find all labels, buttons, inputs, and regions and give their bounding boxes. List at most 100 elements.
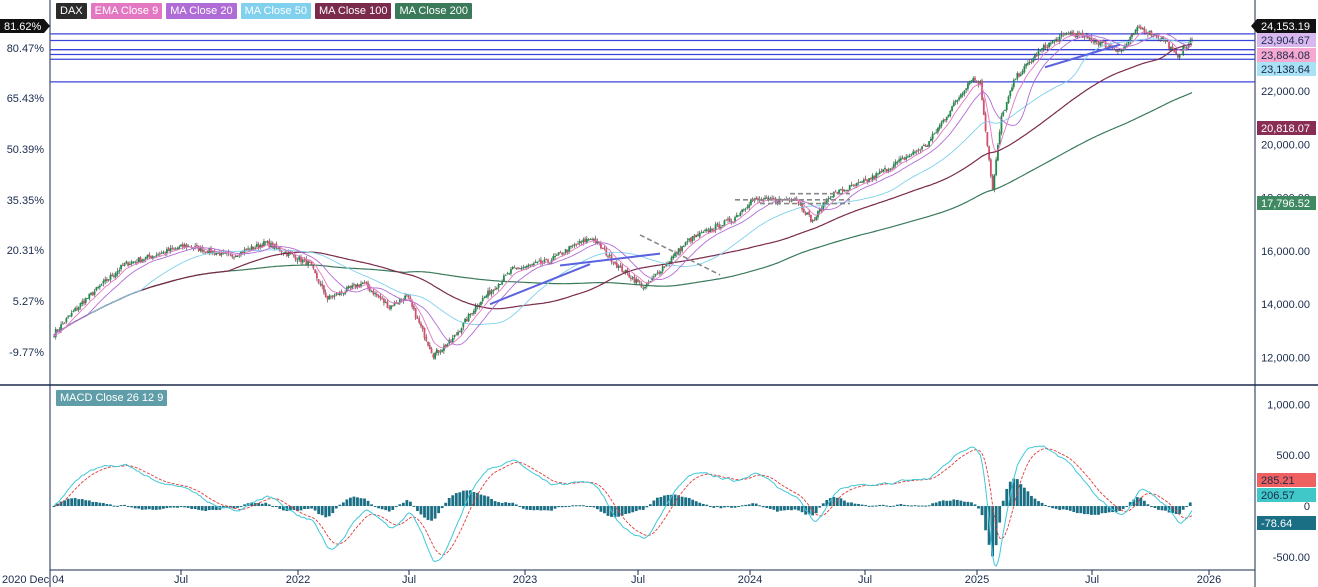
legend-ma200[interactable]: MA Close 200 [395,3,472,19]
candle-body [495,288,498,290]
candle-body [517,267,519,269]
candle-body [806,212,809,215]
macd-histogram-bar [1033,498,1037,507]
candle-body [995,159,998,176]
candle-body [571,245,574,247]
price-tag: 23,904.67 [1257,33,1316,47]
candle-body [285,252,288,256]
candle-body [1000,115,1003,134]
candle-body [734,217,736,222]
candle-body [1094,40,1096,43]
macd-histogram-bar [472,492,476,507]
macd-histogram-bar [920,505,924,507]
time-tick-label: Jul [174,574,188,586]
candle-body [839,189,842,191]
candle-body [905,156,908,160]
macd-tick-label: -500.00 [1273,552,1310,564]
legend-ema9[interactable]: EMA Close 9 [90,3,163,19]
candle-body [421,325,424,329]
macd-histogram-bar [73,498,77,507]
candle-body [693,235,696,238]
candle-body [578,241,581,244]
macd-histogram-bar [380,506,384,510]
macd-histogram-bar [1054,506,1058,509]
macd-histogram-bar [663,495,666,507]
candle-body [462,322,465,328]
candle-body [263,241,265,247]
macd-histogram-bar [356,497,359,507]
candle-body [1032,58,1035,62]
candle-body [194,245,197,247]
macd-histogram-bar [1139,497,1143,507]
candle-body [326,296,329,300]
macd-histogram-bar [331,506,335,514]
macd-histogram-bar [176,506,179,508]
candle-body [847,189,849,191]
candle-body [1143,27,1146,33]
legend-ma50[interactable]: MA Close 50 [240,3,311,19]
candle-body [358,284,361,287]
macd-histogram-bar [934,502,938,507]
candle-body [614,262,616,264]
legend-ma20[interactable]: MA Close 20 [166,3,237,19]
macd-histogram-bar [1044,504,1047,507]
candle-body [1062,33,1065,35]
macd-histogram-bar [687,497,691,507]
legend-ma100[interactable]: MA Close 100 [314,3,392,19]
macd-histogram-bar [440,506,444,509]
candle-body [74,308,77,312]
candle-body [98,285,101,288]
candle-body [261,244,264,248]
legend-symbol[interactable]: DAX [56,3,87,19]
candle-body [951,106,953,111]
candle-body [771,198,773,200]
candle-body [328,295,331,300]
candle-body [698,232,701,237]
candle-body [638,281,641,283]
macd-histogram-bar [430,506,433,521]
macd-histogram-bar [684,497,688,507]
macd-tag: -78.64 [1257,516,1316,530]
macd-histogram-bar [500,502,504,507]
candle-body [331,296,334,298]
macd-histogram-bar [659,496,663,507]
macd-histogram-bar [550,506,553,511]
macd-histogram-bar [955,499,959,507]
candle-body [204,251,207,253]
candle-body [681,246,684,252]
macd-histogram-bar [867,505,871,507]
candle-body [543,259,546,263]
macd-histogram-bar [52,506,56,508]
candle-body [405,294,408,296]
macd-histogram-bar [895,504,899,507]
macd-tag: 285.21 [1257,473,1316,487]
legend-macd[interactable]: MACD Close 26 12 9 [56,390,168,406]
macd-histogram-bar [147,506,151,510]
candle-body [174,248,177,250]
candle-body [873,176,876,179]
candle-body [901,157,904,159]
percent-badge-bg [0,19,50,33]
candle-body [363,282,366,284]
macd-histogram-bar [670,494,673,507]
macd-histogram-bar [963,501,966,507]
macd-histogram-bar [98,502,102,507]
macd-histogram-bar [144,506,148,510]
price-tag-label: 23,884.08 [1261,50,1310,62]
macd-histogram-bar [1012,478,1016,507]
macd-histogram-bar [454,493,458,507]
candle-body [1115,50,1118,52]
candle-body [991,176,994,190]
macd-histogram-bar [1188,502,1192,507]
candle-body [434,352,436,359]
macd-histogram-bar [102,503,105,507]
percent-tick-label: 80.47% [7,43,45,55]
macd-histogram-bar [1160,506,1164,511]
macd-histogram-bar [310,506,313,509]
candle-body [1191,39,1193,41]
macd-histogram-bar [412,505,416,507]
candle-body [360,283,362,287]
candle-body [102,280,105,284]
macd-histogram-bar [490,498,493,507]
candle-body [1049,43,1052,45]
